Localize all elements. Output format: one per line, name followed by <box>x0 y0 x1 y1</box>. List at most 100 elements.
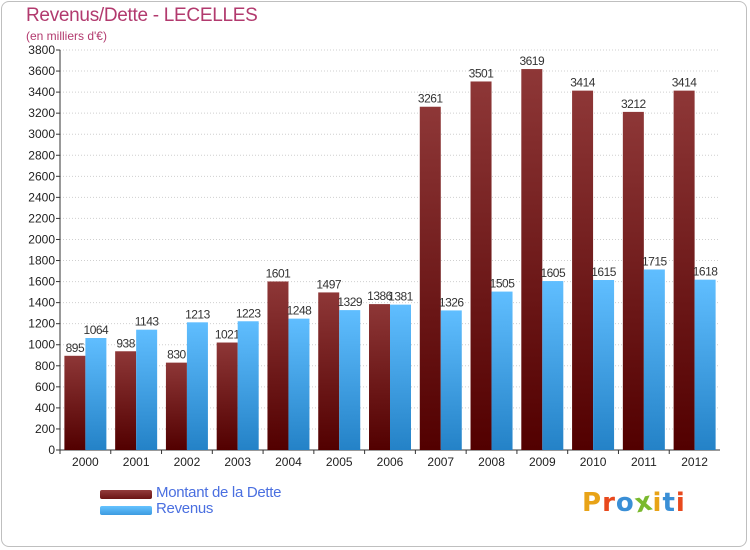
logo-letter: i <box>675 488 686 518</box>
y-tick-label: 3000 <box>28 127 55 141</box>
data-label-dette: 1497 <box>316 277 342 291</box>
data-label-revenus: 1618 <box>693 265 719 279</box>
bar-revenus <box>440 310 462 450</box>
x-tick-label: 2005 <box>326 455 353 469</box>
data-label-revenus: 1605 <box>540 266 566 280</box>
y-tick-label: 1200 <box>28 317 55 331</box>
y-tick-label: 3400 <box>28 85 55 99</box>
y-tick-label: 2200 <box>28 211 55 225</box>
bar-revenus <box>643 269 665 450</box>
data-label-revenus: 1615 <box>591 265 617 279</box>
bar-revenus <box>542 281 564 450</box>
bar-dette <box>622 111 644 450</box>
bar-revenus <box>288 318 310 450</box>
x-tick-label: 2006 <box>377 455 404 469</box>
bar-revenus <box>491 291 513 450</box>
logo-letter: i <box>652 488 663 518</box>
legend-label-dette: Montant de la Dette <box>156 484 282 501</box>
data-label-dette: 3212 <box>621 97 647 111</box>
y-tick-label: 400 <box>35 401 55 415</box>
y-tick-label: 2800 <box>28 148 55 162</box>
proxiti-logo: Proxiti <box>582 486 686 519</box>
y-tick-label: 2000 <box>28 232 55 246</box>
data-label-revenus: 1329 <box>337 295 363 309</box>
bar-dette <box>115 351 137 450</box>
bar-revenus <box>186 322 208 450</box>
x-tick-label: 2000 <box>72 455 99 469</box>
y-tick-label: 600 <box>35 380 55 394</box>
data-label-dette: 3261 <box>418 92 444 106</box>
page-title: Revenus/Dette - LECELLES <box>26 5 258 26</box>
data-label-revenus: 1715 <box>642 254 668 268</box>
bar-dette <box>369 304 390 450</box>
y-tick-label: 1400 <box>28 296 55 310</box>
y-tick-label: 1600 <box>28 275 55 289</box>
bar-revenus <box>136 329 158 450</box>
bar-dette <box>64 355 86 450</box>
bar-revenus <box>85 338 107 450</box>
x-tick-label: 2004 <box>275 455 302 469</box>
y-tick-label: 2400 <box>28 190 55 204</box>
logo-letter: r <box>602 488 616 518</box>
data-label-revenus: 1326 <box>439 295 465 309</box>
bar-revenus <box>339 310 361 450</box>
legend-swatch-dette <box>100 490 152 499</box>
bar-dette <box>165 362 187 450</box>
bar-dette <box>521 69 543 450</box>
data-label-revenus: 1064 <box>84 323 110 337</box>
bar-revenus <box>390 304 411 450</box>
y-tick-label: 200 <box>35 422 55 436</box>
bar-dette <box>470 81 492 450</box>
bar-dette <box>216 342 238 450</box>
y-tick-label: 3200 <box>28 106 55 120</box>
y-tick-label: 2600 <box>28 169 55 183</box>
bar-revenus <box>593 280 615 450</box>
x-tick-label: 2009 <box>529 455 556 469</box>
data-label-dette: 1021 <box>215 328 241 342</box>
data-label-revenus: 1143 <box>135 315 160 329</box>
bar-dette <box>267 281 289 450</box>
bar-dette <box>419 106 441 450</box>
data-label-dette: 1386 <box>367 289 393 303</box>
y-tick-label: 3600 <box>28 64 55 78</box>
x-tick-label: 2002 <box>174 455 201 469</box>
logo-letter: o <box>615 488 635 518</box>
bar-revenus <box>694 279 716 450</box>
data-label-dette: 895 <box>66 341 85 355</box>
data-label-dette: 3619 <box>519 54 545 68</box>
data-label-dette: 3414 <box>672 76 698 90</box>
data-label-revenus: 1223 <box>236 306 262 320</box>
data-label-dette: 3501 <box>469 66 495 80</box>
data-label-revenus: 1248 <box>287 304 313 318</box>
x-tick-label: 2003 <box>224 455 251 469</box>
data-label-revenus: 1381 <box>388 290 414 304</box>
data-label-revenus: 1213 <box>185 307 211 321</box>
y-tick-label: 800 <box>35 359 55 373</box>
data-label-revenus: 1505 <box>490 277 516 291</box>
x-tick-label: 2008 <box>478 455 505 469</box>
data-label-dette: 1601 <box>266 266 292 280</box>
bar-dette <box>572 90 594 450</box>
bar-dette <box>318 292 340 450</box>
bar-dette <box>673 90 695 450</box>
x-tick-label: 2012 <box>681 455 708 469</box>
y-tick-label: 0 <box>48 443 55 457</box>
data-label-dette: 3414 <box>570 76 596 90</box>
data-label-dette: 830 <box>167 348 186 362</box>
y-tick-label: 1800 <box>28 254 55 268</box>
logo-letter: t <box>662 488 676 518</box>
x-tick-label: 2011 <box>631 455 657 469</box>
data-label-dette: 938 <box>116 336 135 350</box>
bar-revenus <box>237 321 259 450</box>
y-tick-label: 3800 <box>28 43 55 57</box>
y-tick-label: 1000 <box>28 338 55 352</box>
legend-label-revenus: Revenus <box>156 500 214 517</box>
chart-subtitle: (en milliers d'€) <box>26 29 107 43</box>
legend-swatch-revenus <box>100 506 152 515</box>
x-tick-label: 2001 <box>123 455 150 469</box>
x-tick-label: 2010 <box>580 455 607 469</box>
x-tick-label: 2007 <box>427 455 454 469</box>
logo-letter: P <box>582 488 603 518</box>
